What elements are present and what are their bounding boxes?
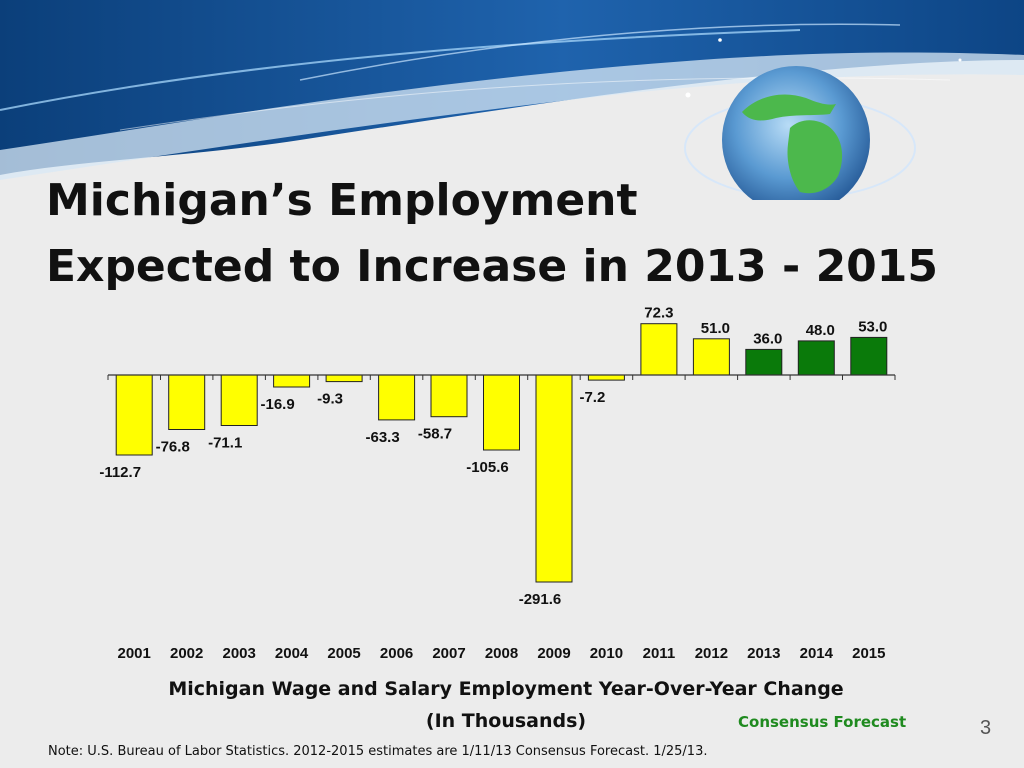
bar-2015 (850, 336, 888, 376)
category-label-2003: 2003 (223, 645, 256, 662)
bar-2007 (430, 374, 468, 418)
value-label-2001: -112.7 (99, 464, 141, 481)
chart-units: (In Thousands) (425, 710, 587, 732)
bar-2010 (587, 374, 625, 381)
value-label-2011: 72.3 (644, 305, 673, 322)
bar-2013 (745, 348, 783, 376)
slide-title: Michigan’s Employment Expected to Increa… (46, 168, 938, 300)
category-label-2011: 2011 (643, 645, 676, 662)
value-label-2007: -58.7 (418, 426, 452, 443)
value-label-2008: -105.6 (466, 459, 509, 476)
bar-2012 (692, 338, 730, 376)
bar-2003 (220, 374, 258, 426)
category-label-2009: 2009 (537, 645, 570, 662)
bar-2008 (483, 374, 520, 451)
category-label-2006: 2006 (380, 645, 413, 662)
category-label-2002: 2002 (170, 645, 203, 662)
michigan-map-icon (742, 94, 836, 121)
value-label-2006: -63.3 (365, 429, 399, 446)
legend-consensus-forecast: Consensus Forecast (738, 713, 907, 731)
globe-icon (684, 66, 916, 200)
category-label-2010: 2010 (590, 645, 623, 662)
value-label-2014: 48.0 (806, 322, 835, 339)
bar-2006 (378, 374, 416, 421)
value-label-2003: -71.1 (208, 435, 242, 452)
page-number: 3 (980, 717, 992, 739)
bar-2005 (325, 374, 363, 383)
category-label-2005: 2005 (327, 645, 360, 662)
title-line-2: Expected to Increase in 2013 - 2015 (46, 241, 939, 292)
chart-caption: Michigan Wage and Salary Employment Year… (168, 678, 844, 700)
source-note: Note: U.S. Bureau of Labor Statistics. 2… (48, 744, 708, 759)
title-line-1: Michigan’s Employment (46, 175, 638, 226)
category-label-2014: 2014 (800, 645, 834, 662)
bar-2004 (273, 374, 311, 388)
value-label-2004: -16.9 (260, 396, 294, 413)
bar-2009 (535, 374, 573, 583)
value-label-2012: 51.0 (701, 320, 730, 337)
labels-layer: -112.7 2001 -76.8 2002 -71.1 2003 -16.9 2004 -9.… (99, 305, 887, 662)
axis-layer (107, 374, 896, 380)
employment-bar-chart: -112.7 2001 -76.8 2002 -71.1 2003 -16.9 2004 -9.… (99, 305, 896, 662)
value-label-2002: -76.8 (156, 439, 190, 456)
value-label-2009: -291.6 (519, 591, 562, 608)
category-label-2007: 2007 (432, 645, 465, 662)
value-label-2015: 53.0 (858, 318, 887, 335)
category-label-2013: 2013 (747, 645, 780, 662)
bar-2001 (115, 374, 153, 456)
value-label-2005: -9.3 (317, 391, 343, 408)
bar-2011 (640, 323, 678, 376)
value-label-2013: 36.0 (753, 330, 782, 347)
category-label-2001: 2001 (118, 645, 151, 662)
header-banner (0, 0, 1024, 200)
bar-2002 (168, 374, 206, 430)
bars-layer (115, 323, 888, 583)
bar-2014 (797, 340, 835, 376)
category-label-2004: 2004 (275, 645, 309, 662)
value-label-2010: -7.2 (579, 389, 605, 406)
category-label-2015: 2015 (852, 645, 885, 662)
category-label-2008: 2008 (485, 645, 518, 662)
category-label-2012: 2012 (695, 645, 728, 662)
